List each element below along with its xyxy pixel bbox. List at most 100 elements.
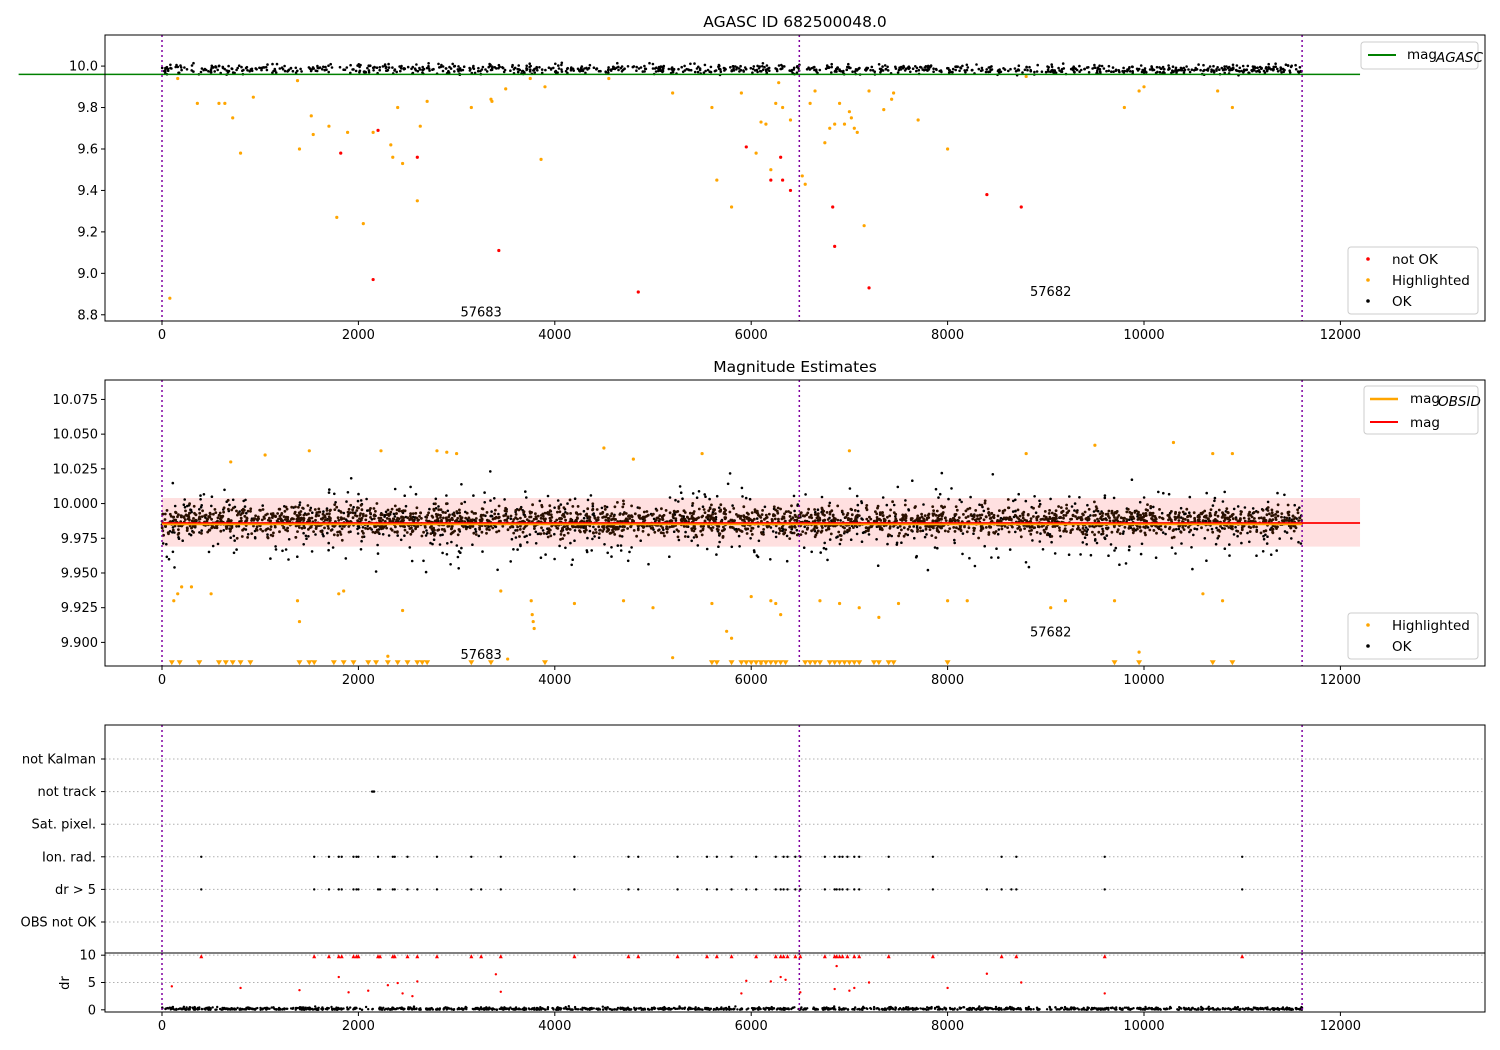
highlighted-point <box>803 182 807 186</box>
ok-point <box>1087 71 1091 74</box>
ok-point <box>671 513 675 517</box>
ok-point <box>163 512 167 516</box>
ok-point <box>659 69 663 72</box>
ok-point <box>1132 527 1136 531</box>
not-ok-point <box>636 290 640 294</box>
ok-point <box>250 67 254 71</box>
ok-point <box>1225 65 1228 68</box>
ok-point <box>815 526 819 530</box>
ok-point <box>1154 517 1158 521</box>
ok-point <box>761 509 764 512</box>
ok-point <box>1110 70 1113 73</box>
ok-point <box>301 506 304 510</box>
ok-point <box>839 538 843 542</box>
ok-point <box>978 503 981 507</box>
ok-point <box>1232 507 1236 511</box>
highlighted-point <box>531 619 535 624</box>
x-tick-label: 6000 <box>735 328 768 343</box>
ok-point <box>313 508 317 511</box>
ok-point <box>982 518 986 522</box>
ok-point <box>984 70 988 74</box>
ok-point <box>521 530 525 534</box>
ok-point <box>768 69 771 72</box>
ok-point <box>1188 511 1191 514</box>
flag-point <box>479 888 483 891</box>
highlighted-offscale-marker <box>816 660 823 666</box>
ok-point <box>697 516 700 519</box>
ok-point <box>838 69 841 73</box>
ok-point <box>166 67 170 71</box>
ok-point <box>549 68 553 71</box>
ok-point <box>171 550 175 554</box>
ok-point <box>1186 514 1190 518</box>
ok-point <box>1081 512 1084 516</box>
ok-point <box>528 533 532 536</box>
ok-point <box>485 527 489 531</box>
highlighted-offscale-marker <box>831 660 838 666</box>
ok-point <box>257 517 260 521</box>
ok-point <box>357 506 360 510</box>
ok-point <box>325 518 329 522</box>
x-tick-label: 6000 <box>735 673 768 688</box>
ok-point <box>1073 509 1076 512</box>
ok-point <box>927 525 931 529</box>
ok-point <box>1232 67 1235 71</box>
ok-point <box>1260 66 1263 70</box>
ok-point <box>1234 68 1238 72</box>
flag-point <box>637 855 640 858</box>
ok-point <box>216 542 220 546</box>
ok-point <box>620 535 624 538</box>
ok-point <box>938 492 942 496</box>
ok-point <box>261 529 265 533</box>
ok-point <box>212 512 215 516</box>
ok-point <box>351 516 355 520</box>
ok-point <box>623 525 626 529</box>
ok-point <box>229 519 233 523</box>
flag-point <box>985 888 989 891</box>
ok-point <box>1274 525 1277 528</box>
ok-point <box>1167 513 1171 517</box>
ok-point <box>395 519 398 523</box>
ok-point <box>1133 511 1137 514</box>
ok-point <box>516 517 519 521</box>
ok-point <box>266 536 270 540</box>
ok-point <box>1151 511 1155 515</box>
ok-point <box>1112 496 1116 500</box>
ok-point <box>1208 514 1212 518</box>
ok-point <box>1214 511 1217 515</box>
ok-point <box>400 515 403 519</box>
ok-point <box>612 514 616 518</box>
ok-point <box>1293 524 1297 528</box>
ok-point <box>1057 505 1060 508</box>
ok-point <box>1246 531 1249 535</box>
ok-point <box>647 533 650 537</box>
ok-point <box>806 511 810 515</box>
ok-point <box>481 65 485 69</box>
highlighted-point <box>1063 599 1068 603</box>
ok-point <box>879 71 882 74</box>
ok-point <box>228 503 231 507</box>
ok-point <box>411 512 415 515</box>
ok-point <box>1032 506 1035 510</box>
ok-point <box>672 530 676 533</box>
ok-point <box>579 530 582 534</box>
ok-point <box>487 65 491 69</box>
ok-point <box>368 508 371 512</box>
ok-point <box>437 508 441 512</box>
ok-point <box>1098 512 1102 516</box>
ok-point <box>1011 510 1015 513</box>
ok-point <box>501 66 505 70</box>
ok-point <box>879 67 883 71</box>
ok-point <box>177 71 181 75</box>
legend-frame <box>1360 41 1479 70</box>
ok-point <box>284 548 288 551</box>
highlighted-point <box>176 76 180 81</box>
ok-point <box>559 533 563 536</box>
flag-point <box>376 888 380 891</box>
ok-point <box>1104 526 1108 530</box>
ok-point <box>1093 533 1096 537</box>
ok-point <box>1000 527 1004 531</box>
ok-point <box>547 531 551 535</box>
ok-point <box>1142 525 1146 529</box>
highlighted-point <box>882 108 886 112</box>
